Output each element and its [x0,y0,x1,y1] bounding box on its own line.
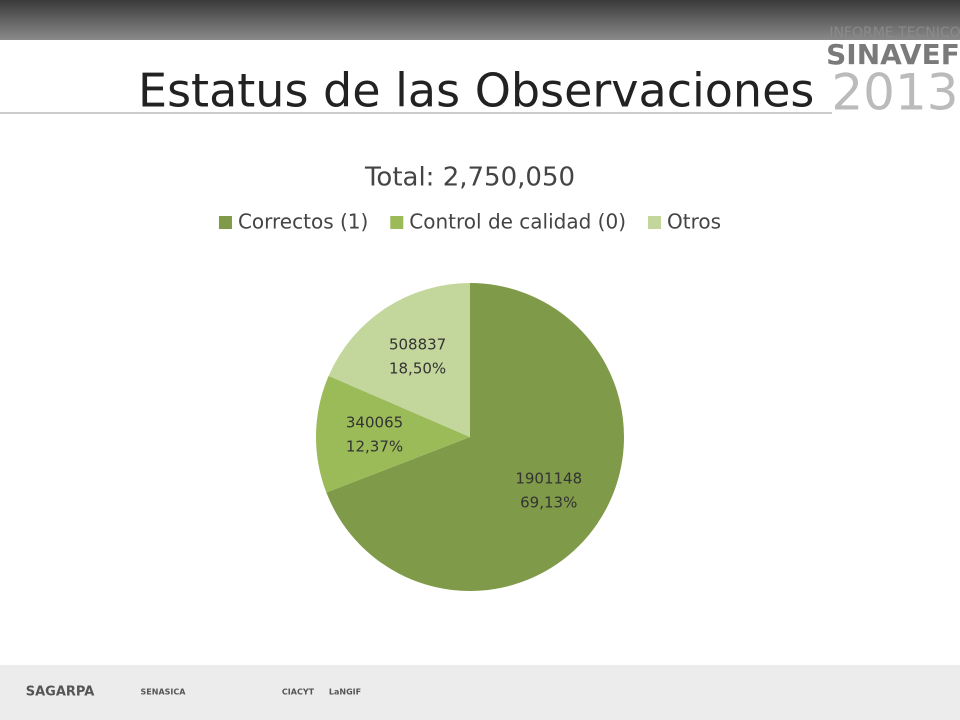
top-bar [0,0,960,40]
percent-label: 69,13% [520,493,577,511]
pie: 1901148 69,13% 340065 12,37% 508837 18,50% [315,283,624,592]
pie-slice [328,283,470,437]
logo-year: 2013 [831,64,958,122]
legend-label: Control de calidad (0) [409,210,626,234]
logo-caption: INFORME TECNICO [829,25,960,41]
value-label: 508837 [389,336,446,354]
footer-logos: SAGARPA SENASICA CIACYT LaNGIF [26,685,361,700]
value-label: 340065 [346,414,403,432]
footer-band [0,665,960,720]
chart-title: Total: 2,750,050 [364,163,575,193]
slide-title: Estatus de las Observaciones [138,64,814,118]
legend-swatch [648,216,662,229]
footer-logo: LaNGIF [329,688,361,697]
legend-label: Correctos (1) [238,210,368,234]
legend-swatch [390,216,404,229]
footer-logo: CIACYT [282,688,315,697]
percent-label: 12,37% [346,438,403,456]
footer-logo: SENASICA [141,688,187,697]
legend: Correctos (1) Control de calidad (0) Otros [218,210,721,234]
legend-label: Otros [667,210,721,234]
percent-label: 18,50% [389,360,446,378]
legend-swatch [218,216,232,229]
pie-slice [326,283,624,592]
pie-slice [315,375,470,493]
footer-logo: SAGARPA [26,685,95,700]
logo-name: SINAVEF [826,38,960,71]
value-label: 1901148 [515,469,582,487]
